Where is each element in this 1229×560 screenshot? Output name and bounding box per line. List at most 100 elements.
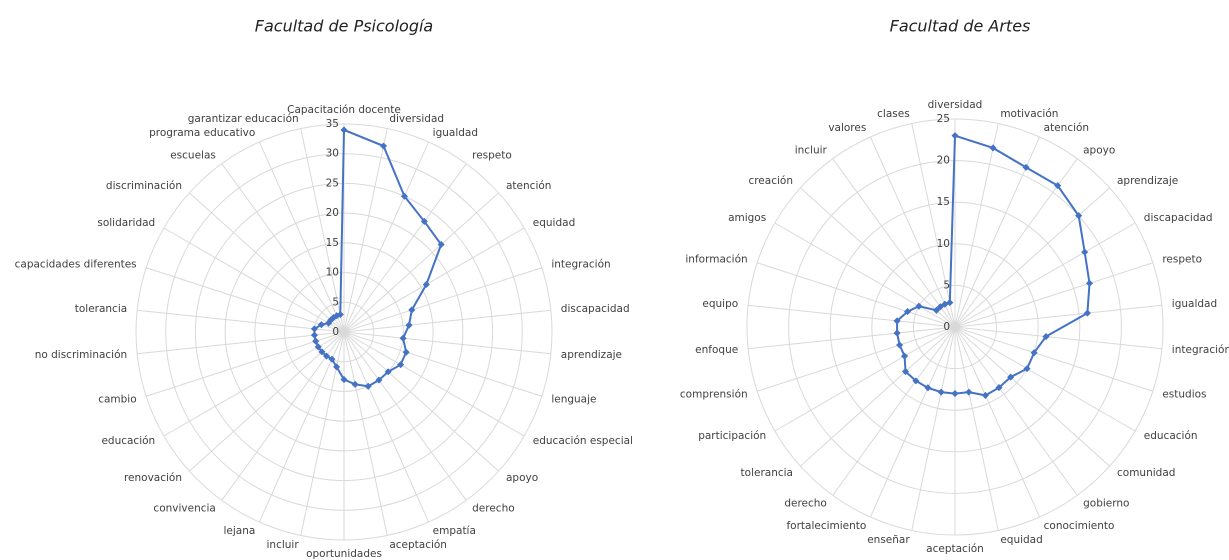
spoke [800,326,956,467]
data-point [995,384,1003,392]
spoke [343,128,388,333]
category-label: respeto [1162,254,1202,266]
category-label: información [685,254,747,266]
chart-title: Facultad de Psicología [255,17,433,36]
category-label: discriminación [106,180,182,192]
category-label: atención [1044,122,1089,134]
spoke [300,128,345,333]
category-label: lenguaje [551,393,596,405]
category-label: igualdad [433,127,478,139]
data-point [937,388,945,396]
spoke [343,331,499,472]
category-label: gobierno [1083,497,1129,509]
data-point [375,376,383,384]
data-point [924,384,932,392]
category-label: apoyo [506,472,538,484]
category-label: oportunidades [306,548,382,560]
data-point [399,334,407,342]
category-label: amigos [728,212,766,224]
category-label: equidad [533,217,575,229]
data-point [437,240,445,249]
spoke [954,326,1136,432]
y-tick-label: 15 [326,237,339,249]
category-label: incluir [267,539,300,551]
spoke [343,331,467,501]
y-tick-label: 5 [332,296,339,308]
data-point [902,368,910,376]
category-label: clases [877,108,910,120]
category-label: aprendizaje [1117,175,1178,187]
spoke [954,326,999,531]
data-point [364,382,372,390]
data-point [932,306,940,314]
data-point [318,348,326,356]
spoke [832,326,956,496]
data-point [422,280,430,288]
data-point [400,192,408,200]
spoke [221,331,345,501]
data-point [951,132,959,140]
spoke [954,326,1162,350]
spoke [954,326,1110,467]
category-label: no discriminación [35,349,127,361]
category-label: educación especial [533,435,633,447]
data-point [322,352,331,360]
spoke [343,331,388,536]
y-tick-label: 10 [326,267,339,279]
data-point [333,363,341,371]
spoke [343,331,542,397]
category-label: Capacitación docente [287,104,401,116]
spoke [146,331,345,397]
category-label: lejana [224,525,256,537]
category-label: diversidad [389,113,444,125]
data-point [1007,373,1015,381]
spoke [163,331,345,437]
category-label: discapacidad [1144,212,1213,224]
data-point [912,377,920,385]
data-point [328,355,336,363]
spoke [748,326,956,350]
category-label: equipo [702,298,738,310]
spoke [343,331,525,437]
spoke [954,187,1110,328]
data-point [336,311,344,319]
data-point [936,303,944,311]
category-label: empatía [433,525,476,537]
category-label: respeto [472,150,512,162]
spoke [774,326,956,432]
category-label: equidad [1000,534,1042,546]
data-point [1081,248,1089,256]
spoke [137,331,345,355]
data-line [313,128,443,388]
data-point [405,321,413,329]
category-label: participación [698,430,766,442]
chart-title: Facultad de Artes [890,17,1031,36]
spoke [146,267,345,333]
data-point [312,337,320,345]
data-point [384,368,392,376]
spoke [954,262,1153,328]
category-label: fortalecimiento [786,520,866,532]
y-tick-label: 10 [937,238,950,250]
data-point [901,352,909,360]
category-label: aceptación [389,539,447,551]
spoke [137,309,345,333]
spoke [954,123,999,328]
category-label: derecho [472,502,515,514]
data-point [380,142,388,150]
spoke [911,123,956,328]
y-tick-label: 15 [937,196,950,208]
spoke [800,187,956,328]
data-point [893,317,901,325]
spoke [757,326,956,392]
data-point [351,380,359,388]
spoke [189,331,345,472]
data-point [989,144,997,152]
category-label: tolerancia [75,303,127,315]
data-point [1023,365,1031,373]
category-label: comunidad [1117,467,1175,479]
spoke [221,163,345,333]
category-label: enseñar [867,534,910,546]
spoke [911,326,956,531]
